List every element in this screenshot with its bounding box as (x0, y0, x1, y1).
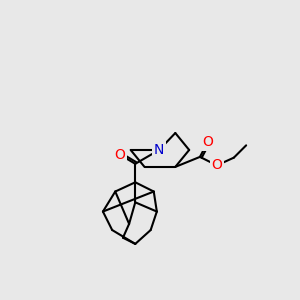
Text: O: O (114, 148, 125, 162)
Text: N: N (154, 143, 164, 157)
Text: O: O (202, 135, 213, 149)
Text: O: O (212, 158, 222, 172)
